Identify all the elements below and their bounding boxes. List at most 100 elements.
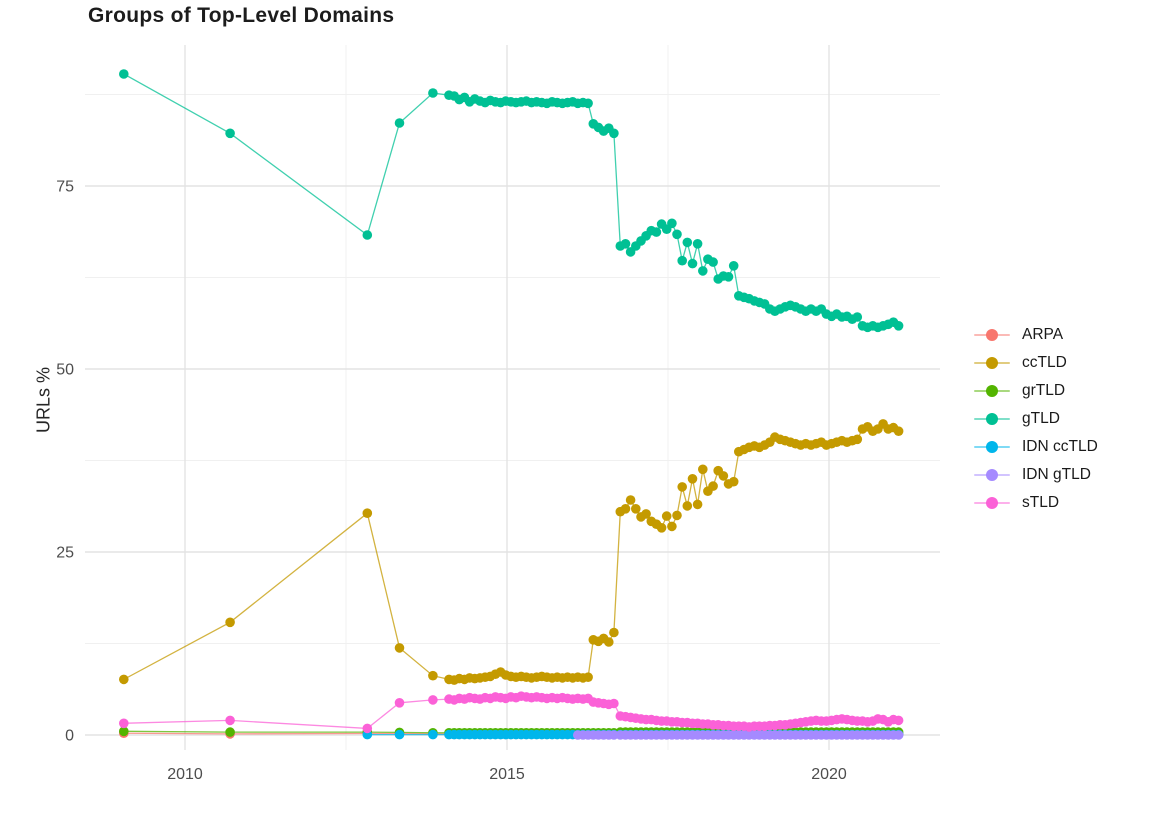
- series-sTLD: [119, 691, 904, 734]
- data-point: [698, 266, 708, 276]
- data-point: [692, 499, 703, 510]
- legend-key-marker: [974, 433, 1010, 461]
- legend-item-ccTLD: ccTLD: [974, 349, 1098, 377]
- legend-key-marker: [974, 489, 1010, 517]
- data-point: [119, 674, 129, 685]
- series-line: [123, 73, 899, 328]
- data-point: [225, 128, 235, 139]
- legend-key-dot: [986, 357, 998, 369]
- series-gTLD: [119, 69, 904, 333]
- legend-key-marker: [974, 377, 1010, 405]
- legend-key-marker: [974, 349, 1010, 377]
- data-point: [620, 504, 631, 514]
- legend-item-grTLD: grTLD: [974, 377, 1098, 405]
- data-point: [692, 239, 703, 249]
- data-point: [362, 723, 373, 734]
- data-point: [682, 501, 693, 511]
- grid-major-lines: [85, 45, 940, 750]
- data-point: [609, 128, 619, 139]
- data-point: [394, 698, 405, 708]
- data-point: [893, 730, 904, 740]
- legend-key-marker: [974, 321, 1010, 349]
- legend-key-marker: [974, 461, 1010, 489]
- x-tick-label: 2015: [489, 766, 525, 783]
- data-point: [723, 272, 734, 282]
- legend-label: gTLD: [1022, 410, 1060, 427]
- data-point: [677, 482, 687, 492]
- y-tick-label: 25: [56, 545, 74, 562]
- data-point: [718, 471, 729, 481]
- data-point: [656, 523, 667, 533]
- legend-label: IDN ccTLD: [1022, 438, 1098, 455]
- data-point: [641, 509, 651, 519]
- data-point: [225, 715, 235, 726]
- y-tick-label: 0: [65, 728, 74, 745]
- data-point: [687, 474, 698, 484]
- data-point: [672, 229, 682, 240]
- legend-key-dot: [986, 469, 998, 481]
- y-axis-title: URLs %: [33, 366, 54, 434]
- data-point: [667, 521, 677, 532]
- legend-key-dot: [986, 497, 998, 509]
- data-point: [708, 257, 718, 267]
- legend-item-gTLD: gTLD: [974, 405, 1098, 433]
- data-point: [893, 321, 904, 331]
- legend-key-dot: [986, 385, 998, 397]
- data-point: [394, 643, 405, 653]
- data-point: [362, 508, 373, 518]
- y-tick-label: 50: [56, 362, 74, 379]
- data-point: [672, 510, 682, 521]
- legend-label: ARPA: [1022, 326, 1064, 343]
- data-point: [852, 312, 863, 322]
- data-point: [893, 426, 904, 437]
- x-axis-tick-labels: 2010 2015 2020: [167, 766, 847, 783]
- legend-item-IDN-ccTLD: IDN ccTLD: [974, 433, 1098, 461]
- legend-label: sTLD: [1022, 494, 1060, 511]
- data-point: [687, 258, 698, 269]
- data-point: [428, 695, 438, 705]
- data-point: [394, 118, 405, 128]
- series-ccTLD: [119, 419, 904, 685]
- data-point: [631, 504, 641, 514]
- data-point: [428, 670, 438, 681]
- data-point: [852, 434, 863, 445]
- data-point: [609, 627, 619, 638]
- data-point: [625, 495, 636, 505]
- data-point: [362, 230, 373, 240]
- grid-minor-lines: [85, 45, 940, 750]
- data-point: [583, 98, 593, 109]
- data-point: [609, 698, 619, 709]
- data-point: [394, 729, 405, 740]
- y-tick-label: 75: [56, 179, 74, 196]
- data-point: [119, 718, 129, 729]
- legend-key-dot: [986, 413, 998, 425]
- data-point: [677, 255, 687, 266]
- legend-label: IDN gTLD: [1022, 466, 1091, 483]
- data-point: [728, 476, 739, 487]
- data-point: [661, 511, 672, 521]
- legend-item-IDN-gTLD: IDN gTLD: [974, 461, 1098, 489]
- data-point: [893, 715, 904, 726]
- data-point: [708, 481, 718, 491]
- legend-label: grTLD: [1022, 382, 1066, 399]
- legend-key-marker: [974, 405, 1010, 433]
- data-point: [225, 617, 235, 628]
- data-point: [667, 218, 677, 229]
- data-point: [698, 464, 708, 475]
- legend: ARPA ccTLD grTLD gTLD IDN ccTLD IDN gTLD sTLD: [974, 321, 1098, 517]
- data-point: [428, 88, 438, 98]
- data-point: [604, 637, 614, 647]
- chart-title: Groups of Top-Level Domains: [88, 4, 395, 27]
- x-tick-label: 2020: [811, 766, 847, 783]
- data-point: [682, 237, 693, 248]
- legend-item-sTLD: sTLD: [974, 489, 1098, 517]
- data-point: [728, 261, 739, 271]
- x-tick-label: 2010: [167, 766, 203, 783]
- data-point: [119, 726, 129, 737]
- legend-key-dot: [986, 329, 998, 341]
- data-point: [651, 227, 662, 237]
- legend-item-ARPA: ARPA: [974, 321, 1098, 349]
- legend-key-dot: [986, 441, 998, 453]
